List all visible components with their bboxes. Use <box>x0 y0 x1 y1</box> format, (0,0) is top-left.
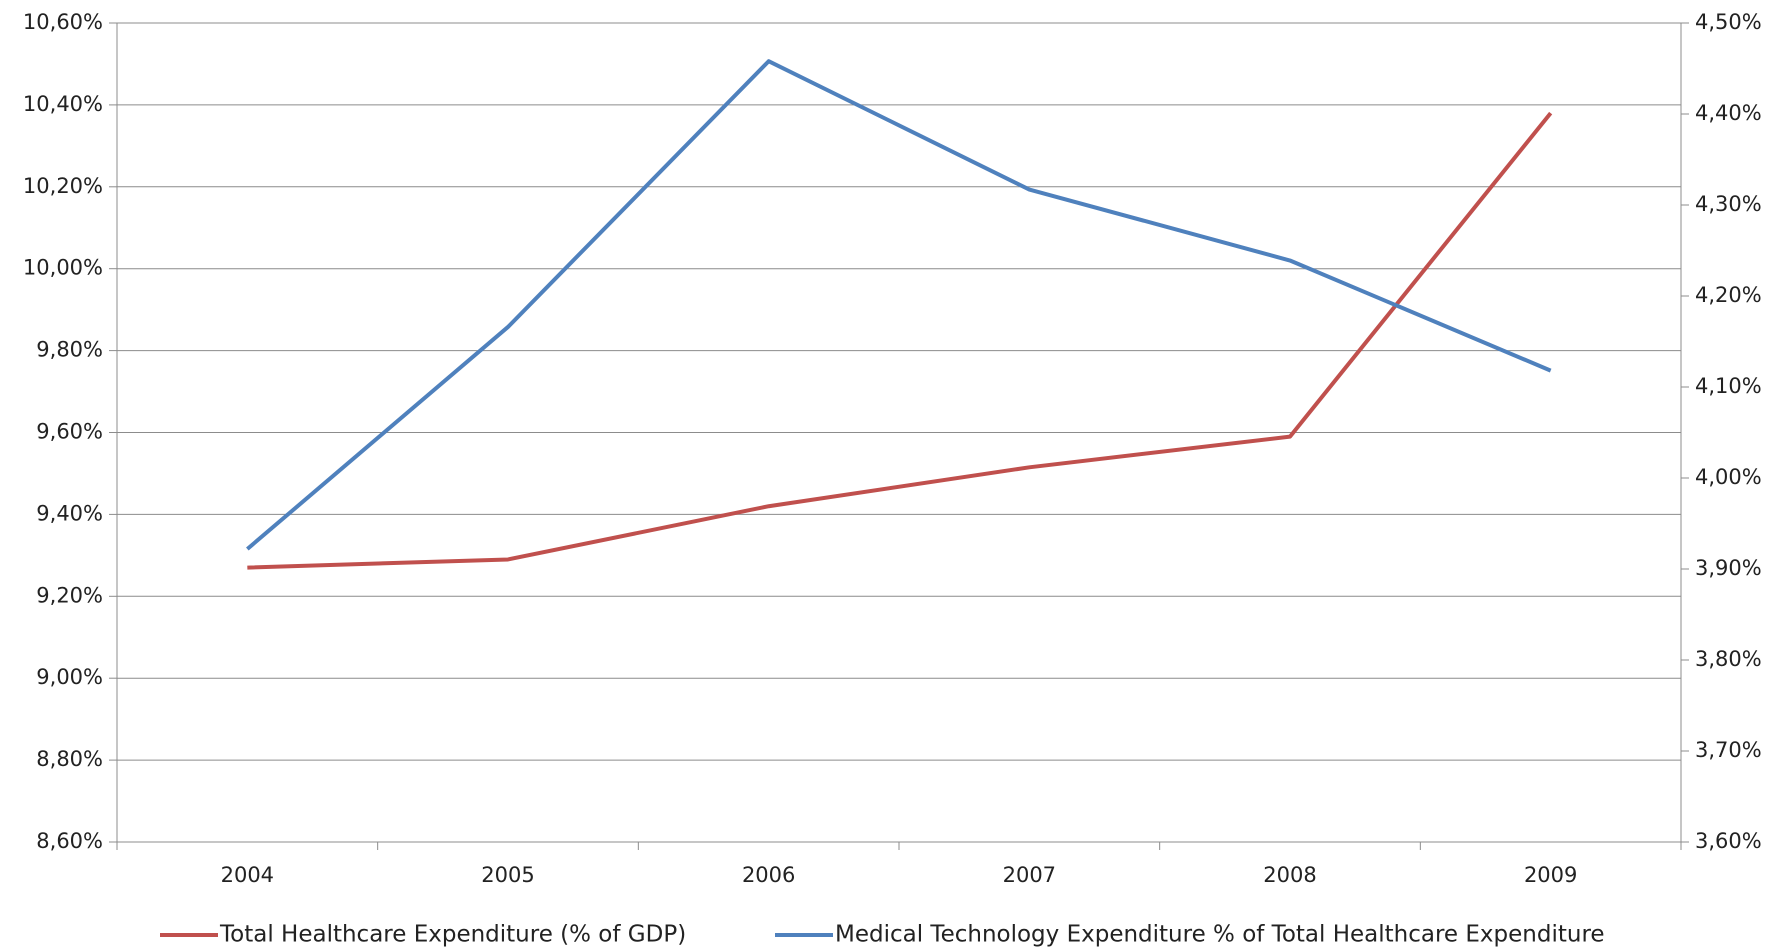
legend-label: Medical Technology Expenditure % of Tota… <box>835 922 1605 948</box>
x-tick-label: 2009 <box>1524 863 1577 887</box>
y2-tick-label: 4,40% <box>1695 101 1762 125</box>
y2-tick-label: 4,50% <box>1695 10 1762 34</box>
x-tick-label: 2006 <box>742 863 795 887</box>
y2-tick-label: 4,30% <box>1695 192 1762 216</box>
x-tick-label: 2007 <box>1003 863 1056 887</box>
y2-tick-label: 4,00% <box>1695 465 1762 489</box>
x-tick-label: 2004 <box>221 863 274 887</box>
y-tick-label: 8,80% <box>36 747 103 771</box>
x-tick-label: 2008 <box>1263 863 1316 887</box>
y2-tick-label: 4,20% <box>1695 283 1762 307</box>
x-tick-label: 2005 <box>481 863 534 887</box>
y-tick-label: 9,60% <box>36 420 103 444</box>
y-tick-label: 10,60% <box>23 10 103 34</box>
y2-tick-label: 3,70% <box>1695 738 1762 762</box>
series-line <box>246 59 1552 551</box>
y-tick-label: 10,00% <box>23 256 103 280</box>
y2-tick-label: 4,10% <box>1695 374 1762 398</box>
y2-tick-label: 3,80% <box>1695 647 1762 671</box>
y-tick-label: 9,00% <box>36 665 103 689</box>
series-line <box>247 111 1553 570</box>
y2-tick-label: 3,90% <box>1695 556 1762 580</box>
y-tick-label: 10,40% <box>23 92 103 116</box>
y-tick-label: 9,80% <box>36 338 103 362</box>
y-tick-label: 9,20% <box>36 583 103 607</box>
y-tick-label: 10,20% <box>23 174 103 198</box>
y-tick-label: 9,40% <box>36 501 103 525</box>
legend-label: Total Healthcare Expenditure (% of GDP) <box>219 922 686 948</box>
y2-tick-label: 3,60% <box>1695 829 1762 853</box>
y-tick-label: 8,60% <box>36 829 103 853</box>
